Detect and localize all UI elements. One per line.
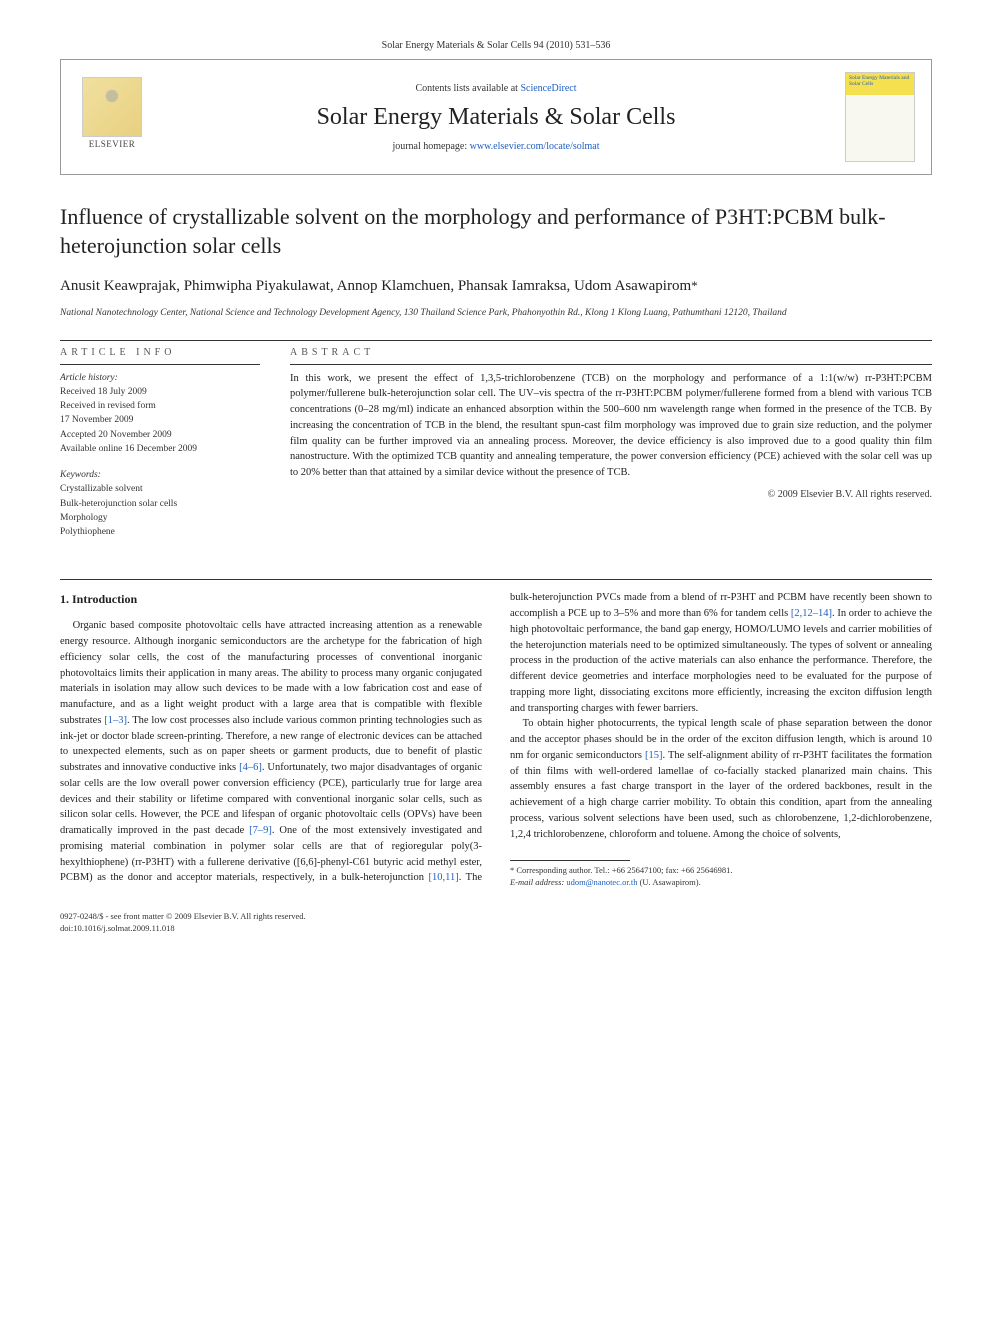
authors-line: Anusit Keawprajak, Phimwipha Piyakulawat… — [60, 276, 932, 297]
history-revised-1: Received in revised form — [60, 399, 260, 413]
article-info-column: article info Article history: Received 1… — [60, 347, 260, 552]
info-divider-1 — [60, 364, 260, 365]
elsevier-tree-icon — [82, 77, 142, 137]
keywords-block: Keywords: Crystallizable solvent Bulk-he… — [60, 468, 260, 539]
cite-7-9[interactable]: [7–9] — [249, 825, 272, 836]
footnote-rule — [510, 860, 630, 861]
history-revised-2: 17 November 2009 — [60, 413, 260, 427]
article-title: Influence of crystallizable solvent on t… — [60, 203, 932, 260]
article-info-heading: article info — [60, 347, 260, 358]
abstract-copyright: © 2009 Elsevier B.V. All rights reserved… — [290, 489, 932, 500]
affiliation: National Nanotechnology Center, National… — [60, 307, 932, 319]
p2b: . The self-alignment ability of rr-P3HT … — [510, 750, 932, 840]
homepage-line: journal homepage: www.elsevier.com/locat… — [163, 141, 829, 152]
keywords-label: Keywords: — [60, 468, 260, 482]
section-1-heading: 1. Introduction — [60, 590, 482, 608]
keyword-2: Bulk-heterojunction solar cells — [60, 497, 260, 511]
footer-doi: doi:10.1016/j.solmat.2009.11.018 — [60, 923, 932, 935]
footer-front-matter: 0927-0248/$ - see front matter © 2009 El… — [60, 911, 932, 923]
contents-line: Contents lists available at ScienceDirec… — [163, 83, 829, 94]
abstract-divider — [290, 364, 932, 365]
journal-title: Solar Energy Materials & Solar Cells — [163, 104, 829, 131]
keyword-4: Polythiophene — [60, 525, 260, 539]
sciencedirect-link[interactable]: ScienceDirect — [520, 83, 576, 94]
abstract-column: abstract In this work, we present the ef… — [290, 347, 932, 552]
cite-4-6[interactable]: [4–6] — [239, 762, 262, 773]
journal-cover-thumbnail: Solar Energy Materials and Solar Cells — [845, 72, 915, 162]
body-para-2: To obtain higher photocurrents, the typi… — [510, 716, 932, 842]
cite-10-11[interactable]: [10,11] — [428, 872, 458, 883]
footnote-line-1: * Corresponding author. Tel.: +66 256471… — [510, 865, 932, 877]
keyword-1: Crystallizable solvent — [60, 482, 260, 496]
footnote-email-tail: (U. Asawapirom). — [637, 877, 700, 887]
p1a: Organic based composite photovoltaic cel… — [60, 620, 482, 726]
p1f: . In order to achieve the high photovolt… — [510, 608, 932, 714]
history-label: Article history: — [60, 371, 260, 385]
body-wrap: 1. Introduction Organic based composite … — [60, 590, 932, 889]
footnote-email-label: E-mail address: — [510, 877, 566, 887]
keyword-3: Morphology — [60, 511, 260, 525]
contents-prefix: Contents lists available at — [415, 83, 520, 94]
footnote-email[interactable]: udom@nanotec.or.th — [566, 877, 637, 887]
footnote-line-2: E-mail address: udom@nanotec.or.th (U. A… — [510, 877, 932, 889]
footer-block: 0927-0248/$ - see front matter © 2009 El… — [60, 911, 932, 935]
header-center: Contents lists available at ScienceDirec… — [163, 83, 829, 152]
history-accepted: Accepted 20 November 2009 — [60, 428, 260, 442]
cite-15[interactable]: [15] — [645, 750, 663, 761]
cover-text: Solar Energy Materials and Solar Cells — [849, 75, 911, 87]
body-columns: 1. Introduction Organic based composite … — [60, 590, 932, 889]
abstract-heading: abstract — [290, 347, 932, 358]
history-received: Received 18 July 2009 — [60, 385, 260, 399]
corresponding-mark: * — [691, 278, 698, 293]
cite-2-12-14[interactable]: [2,12–14] — [791, 608, 832, 619]
elsevier-logo: ELSEVIER — [77, 77, 147, 157]
article-history-block: Article history: Received 18 July 2009 R… — [60, 371, 260, 457]
abstract-text: In this work, we present the effect of 1… — [290, 371, 932, 481]
authors-names: Anusit Keawprajak, Phimwipha Piyakulawat… — [60, 278, 691, 294]
divider-bottom — [60, 579, 932, 580]
homepage-prefix: journal homepage: — [392, 141, 469, 152]
cite-1-3[interactable]: [1–3] — [104, 715, 127, 726]
footnote-block: * Corresponding author. Tel.: +66 256471… — [510, 865, 932, 889]
history-online: Available online 16 December 2009 — [60, 442, 260, 456]
elsevier-text: ELSEVIER — [89, 139, 136, 149]
homepage-link[interactable]: www.elsevier.com/locate/solmat — [470, 141, 600, 152]
journal-header-line: Solar Energy Materials & Solar Cells 94 … — [60, 40, 932, 51]
divider-top — [60, 340, 932, 341]
info-abstract-row: article info Article history: Received 1… — [60, 347, 932, 552]
journal-header-box: ELSEVIER Contents lists available at Sci… — [60, 59, 932, 175]
